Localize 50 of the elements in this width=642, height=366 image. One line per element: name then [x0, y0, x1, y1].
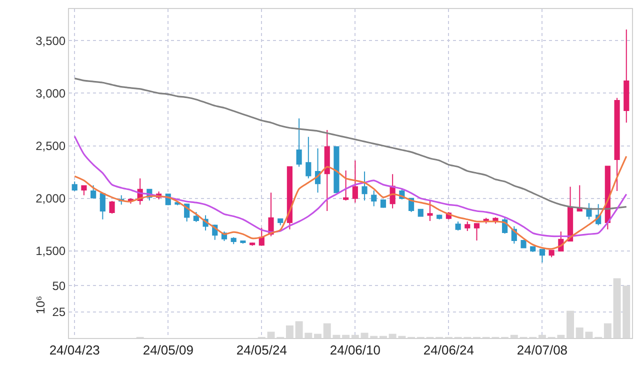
x-tick-label: 24/05/24 [236, 342, 287, 358]
y-tick-label: 50 [52, 278, 66, 293]
candlestick [109, 200, 115, 214]
y-tick-label: 2,000 [36, 192, 66, 206]
candlestick [362, 171, 368, 201]
candlestick [352, 160, 358, 204]
line-series [74, 78, 628, 210]
candlestick [324, 129, 330, 212]
candlestick [418, 208, 424, 217]
candlestick [72, 181, 78, 192]
candlestick [576, 184, 582, 212]
y-tick-label: 1,500 [36, 244, 66, 258]
candlestick [193, 212, 199, 223]
y-tick-label: 3,500 [36, 34, 66, 48]
x-tick-label: 24/07/08 [516, 342, 568, 358]
candlestick [296, 118, 302, 168]
candlestick [567, 186, 574, 242]
candlestick [306, 136, 312, 179]
candlestick [474, 222, 480, 241]
candlestick [334, 146, 340, 194]
x-tick-label: 24/06/24 [423, 342, 474, 358]
candlestick [230, 236, 236, 245]
candlestick [548, 250, 554, 258]
candlestick [455, 221, 461, 231]
candlestick [624, 29, 630, 124]
candlestick [520, 239, 526, 248]
y-tick-label: 25 [52, 305, 66, 320]
candlestick [539, 248, 546, 264]
candlestick [586, 202, 592, 220]
candlestick [464, 221, 470, 232]
y-tick-label: 3,000 [36, 86, 66, 100]
candlestick [436, 214, 442, 220]
candlestick [100, 192, 106, 220]
line-series [74, 135, 628, 238]
candlestick [371, 190, 377, 207]
candlestick [81, 185, 87, 196]
candlestick [90, 184, 96, 198]
candlestick [380, 198, 386, 208]
candlestick [278, 218, 284, 226]
x-tick-label: 24/04/23 [49, 342, 100, 358]
candlestick [427, 200, 433, 222]
x-tick-label: 24/06/10 [330, 342, 380, 358]
candlestick [530, 246, 536, 253]
candlestick [343, 170, 349, 201]
y-axis-title: 10⁶ [34, 296, 48, 314]
line-series [74, 155, 628, 250]
candlestick [286, 166, 292, 230]
x-tick-label: 24/05/09 [142, 342, 194, 358]
y-tick-label: 2,500 [36, 138, 66, 153]
candlestick [614, 97, 620, 192]
